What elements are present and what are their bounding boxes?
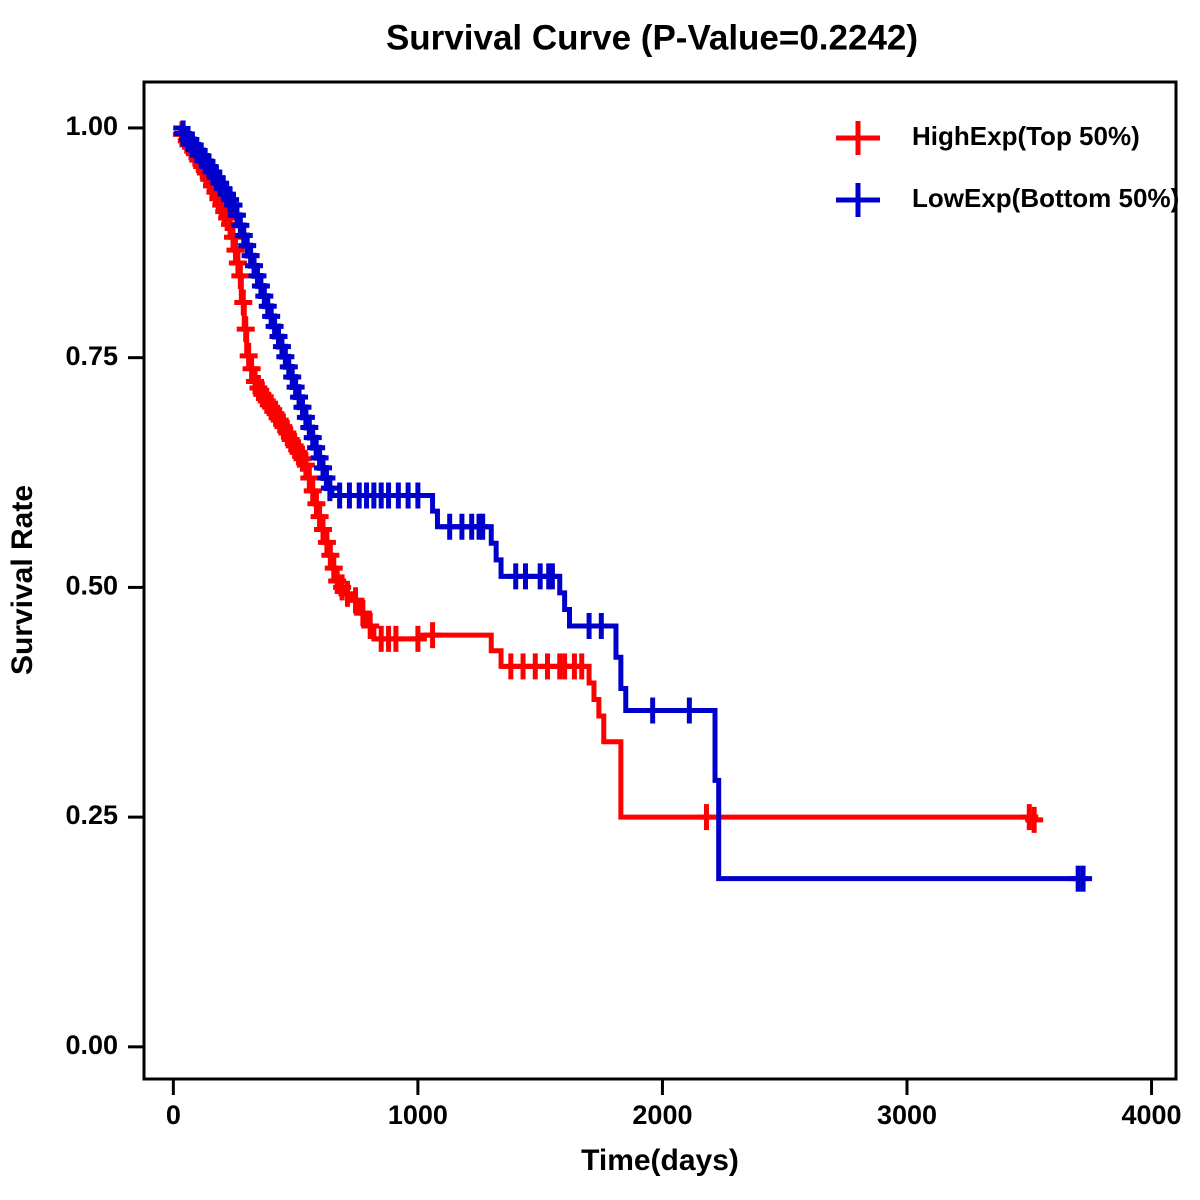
chart-title: Survival Curve (P-Value=0.2242) [386, 18, 918, 57]
x-axis-ticks: 0 1000 2000 3000 4000 [166, 1079, 1182, 1130]
x-tick-label: 1000 [388, 1100, 448, 1130]
x-tick-label: 4000 [1122, 1100, 1182, 1130]
x-tick-label: 2000 [632, 1100, 692, 1130]
y-tick-label: 0.00 [65, 1030, 118, 1060]
series-low-exp [173, 120, 1093, 892]
y-axis-title: Survival Rate [6, 485, 39, 675]
x-tick-label: 3000 [877, 1100, 937, 1130]
censor-marks [174, 120, 1093, 892]
x-axis-title: Time(days) [581, 1144, 739, 1177]
legend-item[interactable]: LowExp(Bottom 50%) [836, 183, 1179, 217]
y-tick-label: 0.25 [65, 800, 118, 830]
x-tick-label: 0 [166, 1100, 181, 1130]
plot-panel-frame [142, 80, 1178, 1081]
legend-item[interactable]: HighExp(Top 50%) [836, 121, 1140, 155]
y-axis-ticks: 0.00 0.25 0.50 0.75 1.00 [65, 111, 144, 1060]
series-high-exp [172, 121, 1044, 833]
legend-label: LowExp(Bottom 50%) [912, 183, 1179, 213]
legend-label: HighExp(Top 50%) [912, 121, 1140, 151]
y-tick-label: 1.00 [65, 111, 118, 141]
y-tick-label: 0.75 [65, 341, 118, 371]
survival-series-layer [172, 120, 1093, 892]
y-tick-label: 0.50 [65, 571, 118, 601]
censor-marks [172, 121, 1044, 833]
chart-legend: HighExp(Top 50%) LowExp(Bottom 50%) [836, 121, 1179, 217]
